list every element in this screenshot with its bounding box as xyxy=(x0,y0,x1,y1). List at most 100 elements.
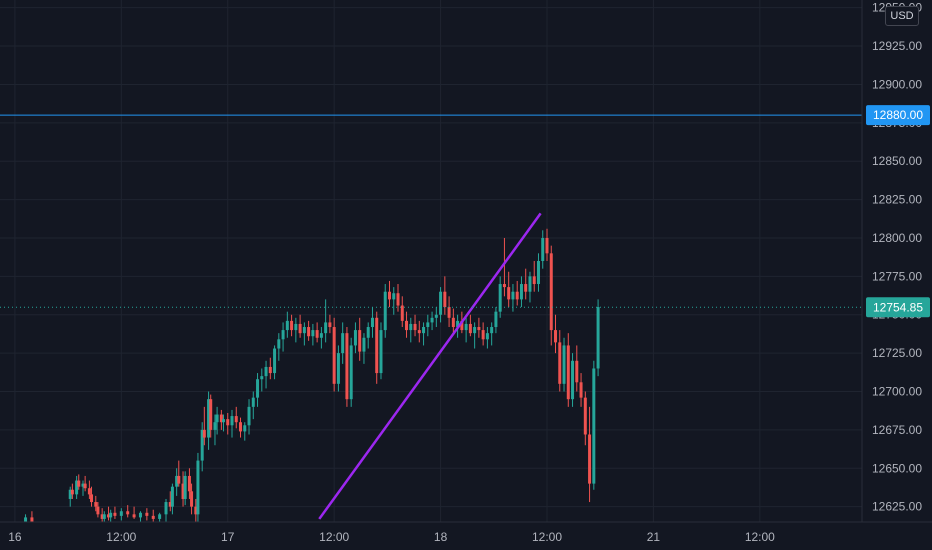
candle-body xyxy=(353,330,357,346)
candle xyxy=(256,373,260,407)
candle xyxy=(345,327,349,407)
candle xyxy=(100,508,104,522)
candle xyxy=(113,506,117,519)
candle xyxy=(477,317,481,338)
candle xyxy=(215,406,219,435)
candle-body xyxy=(456,320,460,328)
candle-body xyxy=(447,307,451,318)
candle xyxy=(549,245,553,346)
candle-body xyxy=(405,320,409,331)
candle-body xyxy=(358,330,362,352)
candle xyxy=(417,320,421,343)
candle-body xyxy=(409,323,413,331)
candle xyxy=(294,317,298,343)
candle xyxy=(213,414,217,446)
candle-body xyxy=(81,483,85,487)
candle-body xyxy=(273,348,277,374)
candle-body xyxy=(230,416,234,426)
candle xyxy=(221,414,225,432)
candle xyxy=(541,230,545,269)
candle xyxy=(324,299,328,343)
candle xyxy=(545,228,549,261)
candle-body xyxy=(151,515,155,519)
candle-body xyxy=(302,327,306,334)
candle xyxy=(579,373,583,407)
time-tick-label: 12:00 xyxy=(745,530,775,544)
candle-body xyxy=(362,337,366,352)
price-axis-panel[interactable] xyxy=(862,0,932,522)
grid-lines xyxy=(0,0,862,522)
candle xyxy=(268,357,272,380)
candle xyxy=(175,468,179,496)
candle-body xyxy=(158,514,162,519)
candle-body xyxy=(507,287,511,300)
time-tick-label: 16 xyxy=(8,530,22,544)
candle-body xyxy=(571,360,575,400)
candle xyxy=(307,320,311,341)
candle-body xyxy=(170,486,174,507)
candle xyxy=(588,406,592,503)
candle-body xyxy=(177,475,181,484)
candle xyxy=(96,502,100,518)
candle-body xyxy=(430,317,434,323)
candle xyxy=(439,287,443,323)
candle-body xyxy=(562,345,566,384)
candle xyxy=(285,311,289,338)
candle-body xyxy=(200,429,204,461)
candle-body xyxy=(554,330,558,343)
candle-body xyxy=(68,489,72,499)
candle xyxy=(226,412,230,435)
candle-body xyxy=(481,330,485,340)
candle-body xyxy=(413,323,417,331)
candle-body xyxy=(396,293,400,306)
candle-body xyxy=(109,512,113,518)
candle-body xyxy=(281,330,285,340)
candle-body xyxy=(468,323,472,334)
candle-body xyxy=(341,333,345,354)
price-tick-label: 12925.00 xyxy=(872,39,922,53)
candle-body xyxy=(264,366,268,377)
price-tick-label: 12700.00 xyxy=(872,385,922,399)
candle xyxy=(83,475,87,492)
candle-body xyxy=(30,517,34,524)
candle xyxy=(468,314,472,337)
candle-body xyxy=(94,502,98,507)
trendline xyxy=(318,212,542,520)
candle xyxy=(554,314,558,354)
candle xyxy=(302,322,306,346)
time-tick-label: 18 xyxy=(434,530,448,544)
candle-body xyxy=(119,511,123,516)
candle-body xyxy=(75,480,79,495)
candle-body xyxy=(532,276,536,285)
candle xyxy=(70,483,74,499)
candle-body xyxy=(400,305,404,321)
horizontal-line-price-tag-label: 12880.00 xyxy=(873,108,923,122)
candle xyxy=(400,296,404,328)
time-tick-label: 12:00 xyxy=(319,530,349,544)
candle-body xyxy=(239,422,243,432)
candle xyxy=(481,322,485,346)
candle-body xyxy=(524,284,528,292)
candle-body xyxy=(77,480,81,487)
candle-body xyxy=(190,491,194,507)
candle xyxy=(349,337,353,407)
time-tick-label: 21 xyxy=(647,530,661,544)
candle xyxy=(77,474,81,490)
candle-body xyxy=(485,333,489,340)
candle xyxy=(194,498,198,522)
candle xyxy=(383,284,387,338)
candle xyxy=(413,314,417,337)
candle-body xyxy=(422,327,426,334)
currency-button[interactable]: USD xyxy=(885,6,919,26)
candle-body xyxy=(498,284,502,312)
candle xyxy=(562,337,566,392)
candle xyxy=(502,237,506,297)
time-axis-panel[interactable] xyxy=(0,522,932,550)
candle xyxy=(264,360,268,389)
time-tick-label: 17 xyxy=(221,530,235,544)
price-tick-label: 12850.00 xyxy=(872,154,922,168)
price-tick-label: 12625.00 xyxy=(872,500,922,514)
candle xyxy=(558,330,562,392)
